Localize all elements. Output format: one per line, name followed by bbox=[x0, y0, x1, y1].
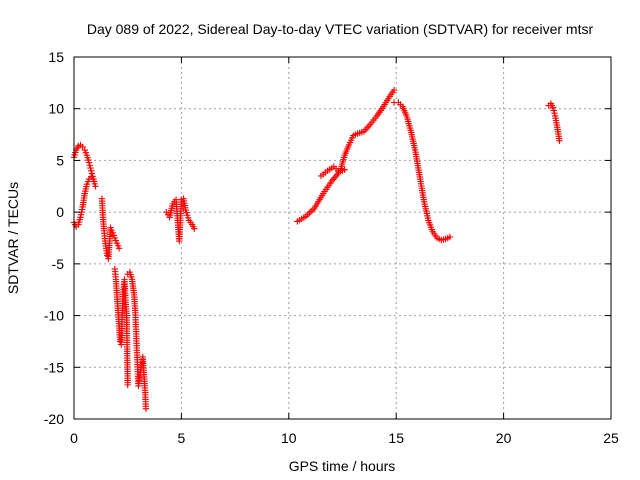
data-point-arc-2h-drop bbox=[124, 381, 131, 389]
x-tick-label: 5 bbox=[178, 430, 186, 446]
x-tick-label: 0 bbox=[70, 430, 78, 446]
x-axis-label: GPS time / hours bbox=[289, 458, 396, 474]
data-point-arc-early-upper bbox=[87, 164, 94, 172]
y-tick-label: -20 bbox=[44, 411, 64, 427]
data-point-arc-late bbox=[556, 137, 563, 144]
data-point-arc-early-upper bbox=[92, 183, 99, 190]
x-tick-label: 20 bbox=[496, 430, 512, 446]
y-tick-label: 5 bbox=[56, 152, 64, 168]
data-point-arc-early-upper bbox=[86, 162, 93, 169]
y-tick-label: -15 bbox=[44, 359, 64, 375]
y-tick-label: -10 bbox=[44, 308, 64, 324]
data-point-arc-main-rising bbox=[390, 86, 398, 94]
data-point-arc-early-upper bbox=[88, 170, 96, 177]
data-point-arc-late bbox=[550, 107, 557, 114]
y-tick-label: 10 bbox=[48, 101, 64, 117]
data-point-arc-1to2h bbox=[104, 252, 111, 259]
data-point-arc-main-branch bbox=[341, 166, 348, 173]
x-tick-label: 10 bbox=[281, 430, 297, 446]
data-point-arc-early-lower bbox=[90, 175, 97, 183]
y-tick-label: 0 bbox=[56, 204, 64, 220]
data-point-arc-4to6h bbox=[191, 225, 198, 232]
data-point-arc-late bbox=[549, 104, 557, 111]
y-tick-label: -5 bbox=[52, 256, 65, 272]
data-point-arc-1to2h bbox=[115, 245, 123, 252]
x-tick-label: 25 bbox=[603, 430, 619, 446]
y-axis-label: SDTVAR / TECUs bbox=[5, 182, 21, 294]
y-tick-label: 15 bbox=[48, 49, 64, 65]
data-point-arc-2h-drop bbox=[116, 338, 124, 345]
data-point-arc-early-upper bbox=[87, 167, 95, 174]
data-point-arc-main-falling bbox=[446, 233, 454, 241]
plot-frame bbox=[73, 56, 612, 420]
data-point-arc-early-upper bbox=[89, 173, 96, 180]
axis-ticks bbox=[73, 56, 612, 420]
grid bbox=[74, 57, 611, 419]
chart-title: Day 089 of 2022, Sidereal Day-to-day VTE… bbox=[87, 21, 594, 37]
x-tick-label: 15 bbox=[388, 430, 404, 446]
data-points bbox=[70, 86, 563, 412]
data-point-arc-2.5to3.5h bbox=[142, 405, 150, 412]
data-point-arc-late bbox=[551, 109, 558, 117]
data-point-arc-early-upper bbox=[85, 159, 93, 166]
tick-labels: 0 5 10 15 20 25 -20 -15 -10 -5 0 5 10 15 bbox=[44, 49, 619, 446]
